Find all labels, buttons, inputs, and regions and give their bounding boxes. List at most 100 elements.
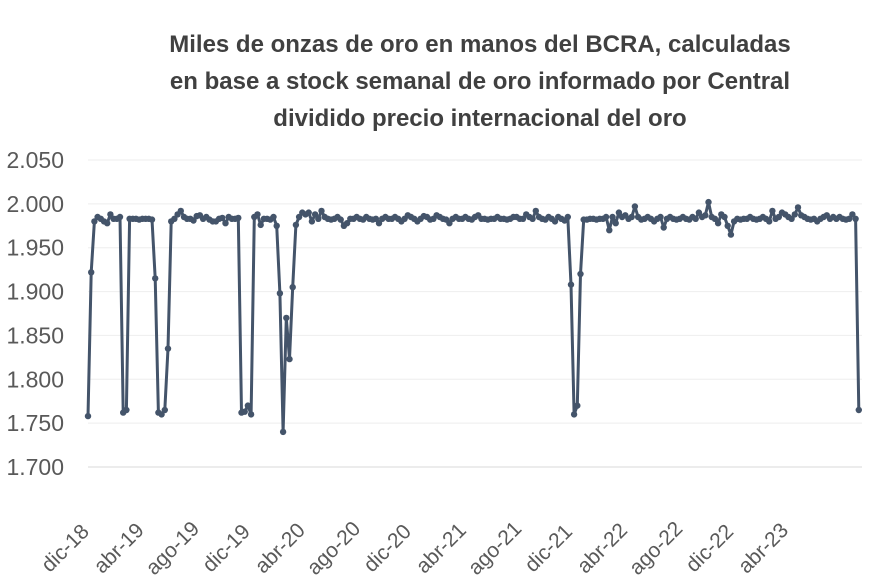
data-point: [84, 412, 92, 420]
y-tick-label: 2.050: [6, 147, 64, 173]
chart-title-line-2: en base a stock semanal de oro informado…: [169, 68, 791, 95]
chart-title: Miles de onzas de oro en manos del BCRA,…: [110, 26, 850, 137]
x-tick-label: dic-20: [359, 520, 416, 577]
data-point: [529, 215, 536, 222]
data-point: [247, 411, 255, 418]
data-point: [257, 221, 264, 229]
data-point: [190, 217, 197, 224]
y-tick-label: 2.000: [6, 191, 64, 217]
data-point: [343, 220, 351, 227]
data-point: [766, 218, 773, 225]
data-point: [276, 290, 284, 297]
y-tick-label: 1.850: [6, 322, 64, 348]
x-tick-label: dic-19: [198, 520, 255, 577]
data-point: [775, 213, 782, 221]
gridlines: [88, 159, 862, 468]
data-point: [161, 406, 168, 414]
data-point: [692, 215, 699, 222]
data-point: [695, 209, 703, 216]
data-point: [631, 203, 639, 210]
data-point: [602, 213, 610, 221]
data-point: [315, 215, 322, 222]
data-point: [244, 402, 252, 409]
data-point: [337, 216, 344, 223]
data-point: [727, 231, 735, 238]
data-point: [657, 213, 664, 221]
data-point: [721, 213, 728, 221]
data-point: [705, 198, 712, 206]
data-point: [519, 215, 527, 222]
data-point: [702, 212, 709, 219]
data-point: [286, 355, 293, 363]
data-point: [574, 402, 581, 409]
x-tick-label: ago-20: [303, 517, 366, 580]
data-point: [158, 411, 165, 418]
data-point: [148, 216, 156, 223]
data-point: [532, 207, 539, 215]
x-tick-label: ago-22: [625, 517, 688, 580]
data-point: [567, 281, 575, 288]
data-point: [219, 214, 226, 222]
data-point: [123, 406, 130, 414]
x-axis: dic-18abr-19ago-19dic-19abr-20ago-20dic-…: [37, 517, 793, 580]
data-point: [270, 213, 277, 221]
data-point: [606, 227, 613, 234]
data-point: [171, 215, 178, 222]
data-point: [279, 428, 287, 436]
data-point: [852, 215, 859, 222]
x-tick-label: abr-20: [251, 519, 310, 578]
data-point: [254, 211, 261, 218]
data-point: [846, 215, 853, 222]
data-point: [609, 213, 616, 221]
chart-title-line-1: Miles de onzas de oro en manos del BCRA,…: [169, 31, 791, 58]
data-point: [615, 209, 623, 216]
data-point: [551, 218, 559, 225]
y-tick-label: 1.900: [6, 279, 64, 305]
data-point: [91, 218, 98, 225]
data-point: [289, 284, 296, 291]
x-tick-label: dic-22: [681, 520, 738, 577]
data-point: [769, 207, 776, 215]
x-tick-label: abr-21: [412, 519, 471, 578]
data-point: [295, 213, 303, 221]
data-point: [660, 224, 667, 231]
y-tick-label: 1.750: [6, 410, 64, 436]
data-point: [104, 220, 111, 227]
data-point: [724, 222, 731, 229]
y-axis: 2.050 2.000 1.950 1.900 1.850 1.800 1.750 1.700: [6, 147, 64, 480]
data-point: [375, 220, 383, 227]
data-point: [273, 222, 280, 229]
y-tick-label: 1.800: [6, 366, 64, 392]
data-point: [564, 213, 571, 221]
data-point: [849, 211, 856, 218]
data-point: [88, 269, 95, 276]
data-point: [107, 211, 114, 218]
data-point: [446, 220, 453, 227]
data-point: [164, 345, 172, 352]
x-tick-label: abr-23: [734, 519, 793, 578]
data-point: [311, 211, 319, 218]
data-point: [292, 221, 300, 229]
data-point: [318, 207, 325, 215]
data-point: [577, 270, 584, 278]
data-point: [116, 213, 124, 221]
data-point: [283, 314, 290, 322]
data-point: [612, 220, 619, 227]
data-point: [788, 215, 795, 222]
data-point: [628, 213, 635, 221]
data-point: [177, 207, 184, 215]
data-point: [714, 220, 722, 227]
y-tick-label: 1.950: [6, 235, 64, 261]
series-line: [86, 200, 861, 434]
x-tick-label: abr-19: [90, 519, 149, 578]
data-point: [570, 411, 578, 418]
data-point: [791, 211, 798, 218]
data-point: [235, 214, 242, 222]
x-tick-label: ago-19: [142, 517, 205, 580]
data-point: [308, 218, 316, 225]
data-point: [241, 408, 248, 415]
chart-title-line-3: dividido precio internacional del oro: [273, 105, 687, 132]
data-point: [305, 209, 312, 216]
data-point: [711, 215, 719, 222]
